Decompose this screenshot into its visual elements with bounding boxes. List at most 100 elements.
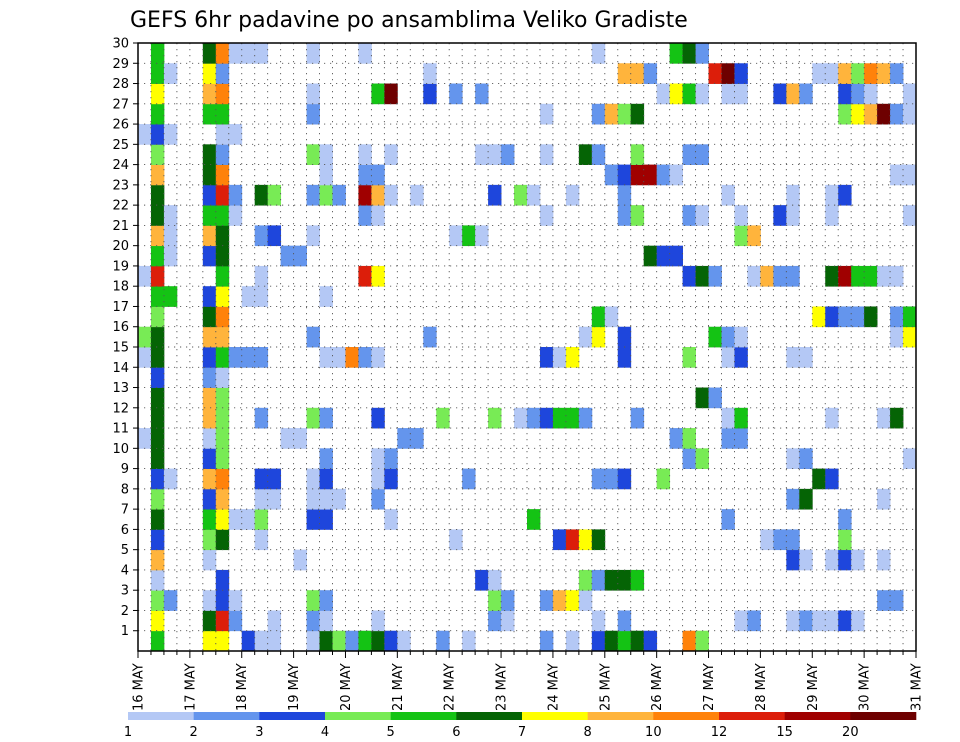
heatmap-cell [254, 347, 269, 368]
x-tick-label: 30 MAY [858, 663, 873, 711]
heatmap-cell [864, 83, 878, 105]
heatmap-cell [864, 306, 878, 328]
heatmap-cell [890, 103, 904, 125]
heatmap-cell [293, 245, 307, 267]
heatmap-cell [877, 488, 891, 510]
heatmap-cell [319, 448, 333, 469]
heatmap-cell [371, 407, 385, 429]
heatmap-cell [410, 184, 424, 206]
heatmap-cell [371, 610, 385, 632]
heatmap-cell [384, 448, 398, 469]
heatmap-cell [215, 387, 230, 409]
heatmap-cell [591, 529, 606, 551]
heatmap-cell [306, 103, 320, 125]
heatmap-cell [786, 83, 800, 105]
heatmap-cell [695, 265, 709, 287]
heatmap-cell [138, 326, 152, 348]
y-tick-label: 1 [121, 624, 129, 639]
heatmap-cell [799, 488, 813, 510]
heatmap-cell [423, 326, 437, 348]
heatmap-cell [150, 286, 165, 307]
y-tick-label: 16 [112, 320, 129, 335]
legend-swatch [522, 712, 588, 720]
heatmap-cell [241, 43, 256, 64]
heatmap-cell [150, 103, 165, 125]
heatmap-cell [202, 407, 217, 429]
heatmap-cell [799, 83, 813, 105]
heatmap-cell [799, 610, 813, 632]
heatmap-cell [851, 610, 865, 632]
y-tick-label: 21 [112, 219, 129, 234]
x-tick-label: 18 MAY [235, 663, 250, 711]
heatmap-cell [358, 184, 372, 206]
color-legend: 1 2 3 4 5 6 7 8 10 12 15 20 [124, 712, 917, 740]
heatmap-cell [825, 63, 839, 84]
heatmap-cell [643, 63, 658, 84]
heatmap-cell [319, 488, 333, 510]
heatmap-cell [150, 306, 165, 328]
heatmap-cell [202, 387, 217, 409]
heatmap-cell [150, 43, 165, 64]
heatmap-cell [319, 144, 333, 165]
heatmap-cell [773, 529, 787, 551]
heatmap-cell [138, 428, 152, 449]
heatmap-cell [293, 549, 307, 571]
heatmap-cell [202, 83, 217, 105]
heatmap-cell [501, 144, 515, 165]
legend-swatch [325, 712, 391, 720]
heatmap-cell [682, 144, 696, 165]
heatmap-cell [747, 265, 761, 287]
heatmap-cell [384, 184, 398, 206]
heatmap-cell [319, 630, 333, 652]
heatmap-cell [578, 407, 593, 429]
heatmap-cell [202, 549, 217, 571]
heatmap-cell [734, 610, 748, 632]
y-tick-label: 29 [112, 57, 129, 72]
heatmap-cell [565, 529, 580, 551]
heatmap-cell [760, 265, 774, 287]
heatmap-cell [150, 225, 165, 247]
heatmap-cell [903, 448, 917, 469]
x-tick-label: 24 MAY [546, 663, 561, 711]
heatmap-cell [591, 630, 606, 652]
heatmap-cell [539, 630, 554, 652]
heatmap-cell [565, 407, 580, 429]
heatmap-cell [436, 407, 450, 429]
y-tick-label: 27 [112, 97, 129, 112]
heatmap-cell [475, 569, 489, 591]
heatmap-cell [306, 225, 320, 247]
heatmap-cell [552, 529, 567, 551]
heatmap-cell [345, 347, 359, 368]
y-tick-label: 6 [121, 523, 129, 538]
heatmap-cell [773, 265, 787, 287]
heatmap-cell [254, 630, 269, 652]
legend-swatch [456, 712, 523, 720]
heatmap-cell [708, 387, 722, 409]
chart-title: GEFS 6hr padavine po ansamblima Veliko G… [130, 8, 688, 33]
y-tick-label: 20 [112, 239, 129, 254]
heatmap-cell [423, 83, 437, 105]
heatmap-cell [656, 164, 671, 186]
heatmap-cell [786, 265, 800, 287]
heatmap-cell [462, 630, 476, 652]
heatmap-cell [384, 509, 398, 530]
heatmap-cell [799, 549, 813, 571]
heatmap-cell [786, 448, 800, 469]
heatmap-cell [734, 428, 748, 449]
heatmap-cell [890, 63, 904, 84]
heatmap-cell [669, 43, 683, 64]
heatmap-cell [202, 245, 217, 267]
legend-label: 3 [255, 725, 263, 740]
heatmap-cell [838, 184, 852, 206]
y-tick-label: 9 [121, 462, 129, 477]
heatmap-cell [721, 184, 735, 206]
heatmap-cell [604, 306, 619, 328]
heatmap-cell [617, 63, 632, 84]
heatmap-cell [591, 610, 606, 632]
heatmap-cell [150, 529, 165, 551]
heatmap-cell [825, 184, 839, 206]
heatmap-cell [734, 347, 748, 368]
heatmap-cell [215, 164, 230, 186]
heatmap-cell [384, 630, 398, 652]
